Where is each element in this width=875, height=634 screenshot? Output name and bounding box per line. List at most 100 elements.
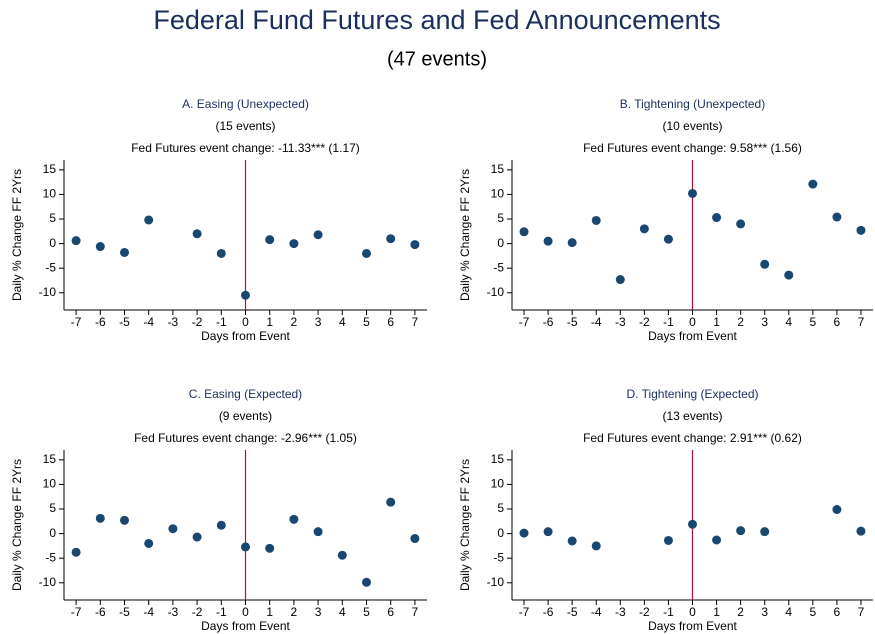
- x-tick-label: 7: [412, 605, 419, 619]
- y-tick-label: 5: [49, 211, 56, 225]
- point: [216, 248, 226, 258]
- point: [386, 234, 396, 244]
- x-tick-label: -2: [639, 605, 650, 619]
- x-tick-label: -1: [663, 315, 674, 329]
- x-tick-label: -7: [519, 605, 530, 619]
- x-axis-label: Days from Event: [201, 329, 290, 343]
- x-tick-label: -3: [168, 605, 179, 619]
- panel-title: B. Tightening (Unexpected): [620, 97, 765, 111]
- x-tick-label: 2: [737, 605, 744, 619]
- x-tick-label: -1: [216, 315, 227, 329]
- point: [736, 219, 746, 229]
- x-tick-label: -4: [143, 315, 154, 329]
- x-tick-label: 6: [834, 315, 841, 329]
- y-tick-label: -10: [39, 285, 57, 299]
- x-tick-label: -3: [615, 605, 626, 619]
- y-tick-label: 0: [49, 526, 56, 540]
- point: [265, 235, 275, 245]
- y-tick-label: 10: [491, 187, 505, 201]
- x-tick-label: 5: [363, 315, 370, 329]
- x-tick-label: -4: [591, 315, 602, 329]
- y-tick-label: -5: [45, 550, 56, 564]
- point: [71, 236, 81, 246]
- y-tick-label: 0: [497, 526, 504, 540]
- x-tick-label: 1: [713, 315, 720, 329]
- x-tick-label: -2: [192, 605, 203, 619]
- x-tick-label: 5: [809, 605, 816, 619]
- panel-subtitle: (13 events): [662, 409, 722, 423]
- annotation: Fed Futures event change: 2.91*** (0.62): [583, 431, 802, 445]
- x-tick-label: -5: [567, 315, 578, 329]
- y-tick-label: -5: [45, 260, 56, 274]
- y-tick-label: 10: [43, 477, 57, 491]
- x-tick-label: -2: [639, 315, 650, 329]
- point: [832, 212, 842, 222]
- x-tick-label: 3: [315, 315, 322, 329]
- point: [519, 227, 529, 237]
- panel-title: A. Easing (Unexpected): [182, 97, 309, 111]
- point: [362, 248, 371, 258]
- x-tick-label: -1: [663, 605, 674, 619]
- x-tick-label: 7: [858, 315, 865, 329]
- x-axis-label: Days from Event: [648, 329, 737, 343]
- y-tick-label: 15: [43, 162, 57, 176]
- point: [95, 242, 105, 252]
- point: [192, 532, 202, 542]
- point: [386, 497, 396, 507]
- point: [168, 524, 178, 534]
- chart-title: Federal Fund Futures and Fed Announcemen…: [153, 5, 720, 35]
- x-tick-label: -6: [95, 315, 106, 329]
- x-tick-label: 4: [339, 605, 346, 619]
- x-tick-label: 2: [737, 315, 744, 329]
- y-tick-label: -10: [487, 285, 505, 299]
- point: [362, 577, 371, 587]
- point: [567, 238, 577, 248]
- x-axis-label: Days from Event: [201, 619, 290, 633]
- panel-subtitle: (15 events): [215, 119, 275, 133]
- y-tick-label: 0: [49, 236, 56, 250]
- y-axis-label: Daily % Change FF 2Yrs: [10, 169, 24, 301]
- point: [519, 528, 529, 538]
- point: [736, 526, 746, 536]
- point: [663, 535, 673, 545]
- y-tick-label: 5: [497, 211, 504, 225]
- y-tick-label: -10: [39, 575, 57, 589]
- point: [712, 213, 722, 223]
- point: [120, 247, 129, 257]
- x-tick-label: -6: [543, 605, 554, 619]
- point: [144, 538, 154, 548]
- y-tick-label: 0: [497, 236, 504, 250]
- point: [241, 542, 250, 552]
- x-tick-label: 6: [387, 315, 394, 329]
- point: [615, 275, 625, 285]
- point: [265, 543, 275, 553]
- x-tick-label: -7: [71, 315, 82, 329]
- x-tick-label: -7: [71, 605, 82, 619]
- point: [410, 534, 420, 544]
- point: [856, 526, 866, 536]
- point: [95, 513, 105, 523]
- point: [120, 515, 129, 525]
- annotation: Fed Futures event change: 9.58*** (1.56): [583, 141, 802, 155]
- x-tick-label: 5: [363, 605, 370, 619]
- annotation: Fed Futures event change: -11.33*** (1.1…: [131, 141, 360, 155]
- x-tick-label: 4: [785, 605, 792, 619]
- x-tick-label: 3: [761, 605, 768, 619]
- x-tick-label: 0: [242, 605, 249, 619]
- x-tick-label: 2: [291, 315, 298, 329]
- point: [289, 239, 299, 249]
- point: [856, 225, 866, 235]
- point: [591, 541, 601, 551]
- y-tick-label: -5: [493, 260, 504, 274]
- x-tick-label: 4: [339, 315, 346, 329]
- y-axis-label: Daily % Change FF 2Yrs: [458, 169, 472, 301]
- x-tick-label: 3: [315, 605, 322, 619]
- point: [591, 215, 601, 225]
- point: [313, 527, 323, 537]
- point: [663, 234, 673, 244]
- x-tick-label: 2: [291, 605, 298, 619]
- point: [313, 230, 323, 240]
- point: [784, 270, 794, 280]
- x-tick-label: -1: [216, 605, 227, 619]
- y-tick-label: -5: [493, 550, 504, 564]
